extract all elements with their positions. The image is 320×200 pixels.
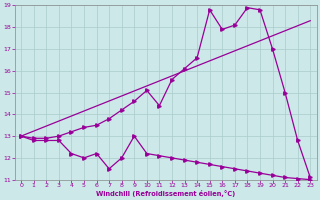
X-axis label: Windchill (Refroidissement éolien,°C): Windchill (Refroidissement éolien,°C)	[96, 190, 235, 197]
